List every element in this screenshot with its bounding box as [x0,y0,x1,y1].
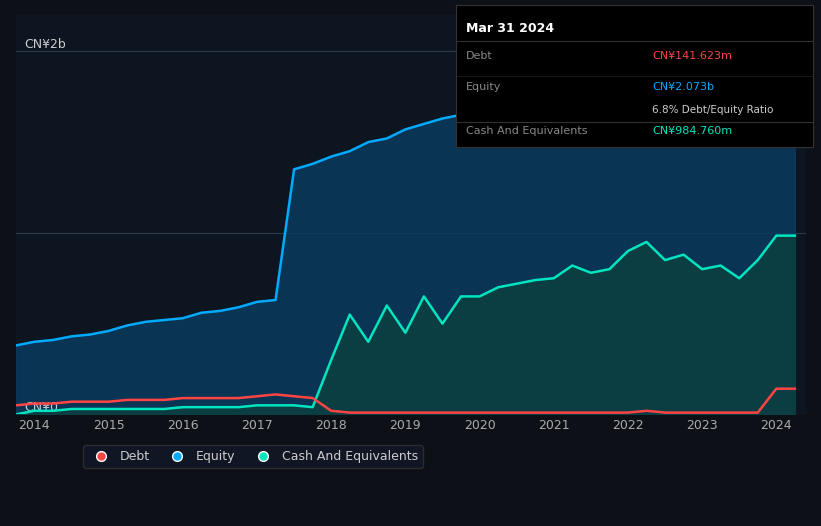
Text: CN¥141.623m: CN¥141.623m [652,50,732,60]
Text: Equity: Equity [466,82,502,92]
Legend: Debt, Equity, Cash And Equivalents: Debt, Equity, Cash And Equivalents [83,445,423,468]
Text: 6.8% Debt/Equity Ratio: 6.8% Debt/Equity Ratio [652,105,773,115]
Text: Cash And Equivalents: Cash And Equivalents [466,126,588,136]
Text: CN¥0: CN¥0 [24,401,57,414]
Text: Debt: Debt [466,50,493,60]
Text: CN¥2.073b: CN¥2.073b [652,82,714,92]
Text: CN¥984.760m: CN¥984.760m [652,126,732,136]
Text: CN¥2b: CN¥2b [24,38,66,52]
Text: Mar 31 2024: Mar 31 2024 [466,22,554,35]
